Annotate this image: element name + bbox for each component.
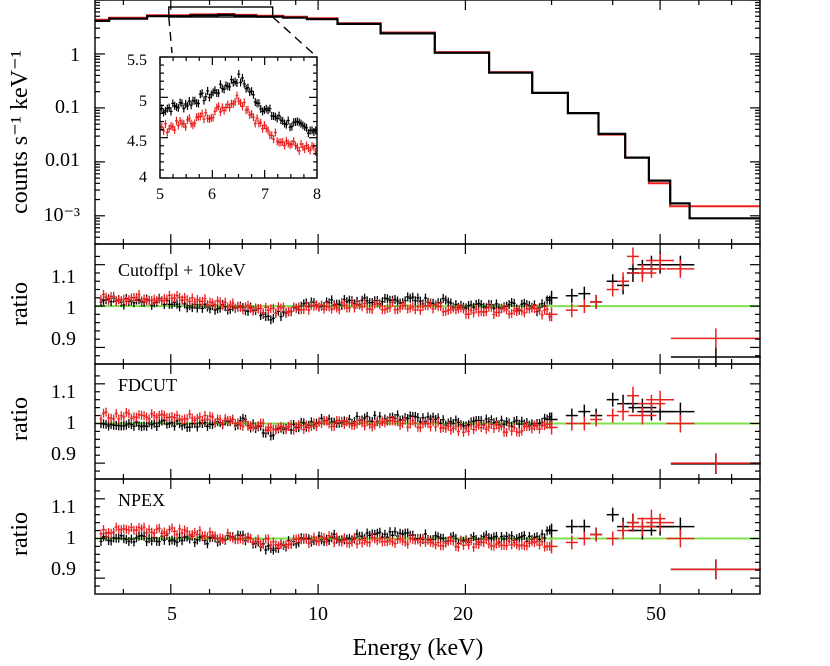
- ratio-ytick-label: 1.1: [51, 496, 76, 518]
- ratio-ytick-label: 0.9: [51, 328, 76, 350]
- xtick-label: 50: [646, 603, 666, 625]
- inset-curves: [160, 70, 317, 156]
- inset-xtick-label: 6: [208, 186, 216, 203]
- ratio-ytick-label: 0.9: [51, 443, 76, 465]
- spectrum-curves: [95, 13, 760, 220]
- panel-frames: [94, 0, 761, 595]
- ratio-ytick-label: 1.1: [51, 381, 76, 403]
- ratio-panel-frame: [94, 478, 761, 595]
- ratio-curves: [95, 247, 761, 580]
- inset-ytick-label: 4.5: [127, 133, 147, 150]
- inset-xtick-label: 8: [313, 186, 321, 203]
- ratio-ytick-label: 0.9: [51, 558, 76, 580]
- axis-ticks: [95, 0, 761, 594]
- spec-ytick-label: 1: [70, 44, 80, 66]
- ratio-ylabel: ratio: [7, 397, 33, 441]
- panel-label-fdcut: FDCUT: [118, 375, 177, 395]
- xtick-label: 20: [453, 603, 473, 625]
- ratio-ytick-label: 1: [66, 297, 76, 319]
- zoom-connector-left: [168, 16, 173, 54]
- spec-ylabel: counts s⁻¹ keV⁻¹: [7, 50, 33, 214]
- ratio-ylabel: ratio: [7, 512, 33, 556]
- inset-xtick-label: 5: [156, 186, 164, 203]
- ratio-ytick-label: 1: [66, 527, 76, 549]
- xtick-label: 5: [167, 603, 177, 625]
- panel-label-cutoffpl: Cutoffpl + 10keV: [118, 260, 246, 280]
- spec-ytick-label: 0.01: [45, 149, 80, 171]
- xtick-label: 10: [308, 603, 328, 625]
- inset-ytick-label: 4: [139, 169, 147, 186]
- inset-ytick-label: 5.5: [127, 52, 147, 69]
- x-axis-title: Energy (keV): [353, 635, 484, 661]
- ratio-ytick-label: 1: [66, 412, 76, 434]
- inset-xtick-label: 7: [261, 186, 269, 203]
- spectrum-black-series: [95, 13, 760, 220]
- ratio-ytick-label: 1.1: [51, 266, 76, 288]
- spec-ytick-label: 0.1: [55, 96, 80, 118]
- inset-ytick-label: 5: [139, 93, 147, 110]
- panel-label-npex: NPEX: [118, 490, 165, 510]
- zoom-box: [168, 6, 274, 18]
- ratio-ylabel: ratio: [7, 282, 33, 326]
- zoom-connector-right: [272, 16, 318, 58]
- spec-ytick-label: 10⁻³: [43, 204, 80, 226]
